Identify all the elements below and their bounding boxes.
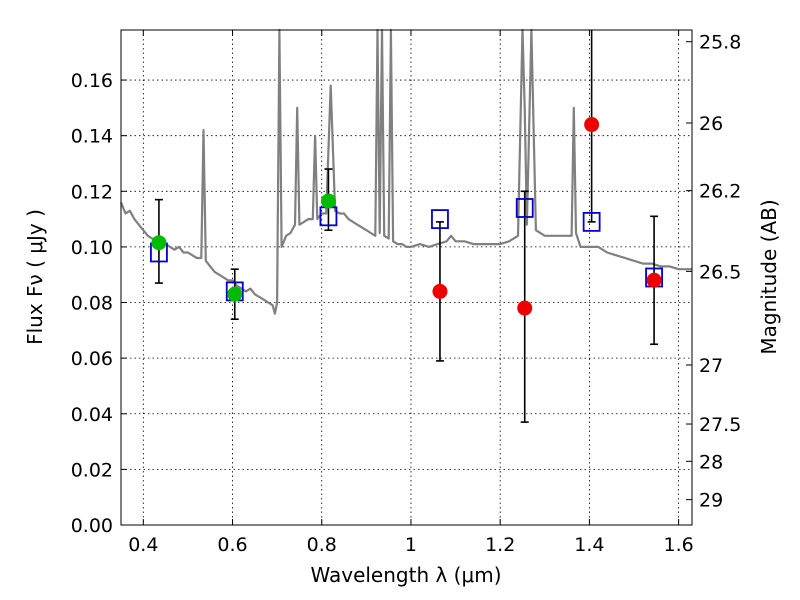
x-tick-label: 0.6 [217,534,247,556]
y-tick-label: 0.00 [71,515,113,537]
low-sig-point [432,283,448,299]
mag-tick-label: 27 [699,355,723,377]
mag-tick-label: 27.5 [699,414,741,436]
x-axis-title: Wavelength λ (μm) [310,563,501,587]
y-tick-label: 0.14 [71,126,113,148]
x-tick-label: 1.2 [485,534,515,556]
mag-tick-label: 25.8 [699,32,741,54]
model-square [431,209,449,230]
y-tick-label: 0.12 [71,181,113,203]
x-tick-label: 1.6 [664,534,694,556]
axis-ticks: 0.4 0.6 0.8 1 1.2 1.4 1.6 0.00 0.02 0.04 0.06 0.08 0… [71,30,741,556]
model-square [582,211,601,232]
mag-tick-label: 29 [699,490,723,512]
x-tick-label: 0.8 [307,534,337,556]
y-tick-label: 0.02 [71,459,113,481]
low-sig-point [646,272,662,288]
mag-tick-label: 26.2 [699,181,741,203]
mag-tick-label: 26.5 [699,261,741,283]
mag-tick-label: 28 [699,451,723,473]
low-sig-point [517,300,533,316]
plot-frame [120,29,693,526]
detection-point [320,193,336,209]
x-tick-label: 1.4 [574,534,604,556]
y-axis-title: Flux Fν ( μJy ) [23,209,47,345]
model-square [515,198,534,218]
measured-points [151,117,662,316]
mag-tick-label: 26 [699,113,723,135]
model-photometry-series [150,198,663,302]
y-tick-label: 0.08 [71,293,113,315]
error-bars [154,30,659,423]
detection-point [151,235,167,251]
spectrum-series [119,28,692,315]
low-sig-point [584,117,600,133]
detection-point [227,286,243,302]
y-tick-label: 0.10 [71,237,113,259]
x-tick-label: 0.4 [128,534,158,556]
y-tick-label: 0.06 [71,348,113,370]
y-tick-label: 0.16 [71,70,113,92]
spectrum-line [119,28,692,315]
right-axis-title: Magnitude (AB) [757,199,781,354]
x-tick-label: 1 [405,534,417,556]
grid [121,30,692,526]
y-tick-label: 0.04 [71,404,113,426]
